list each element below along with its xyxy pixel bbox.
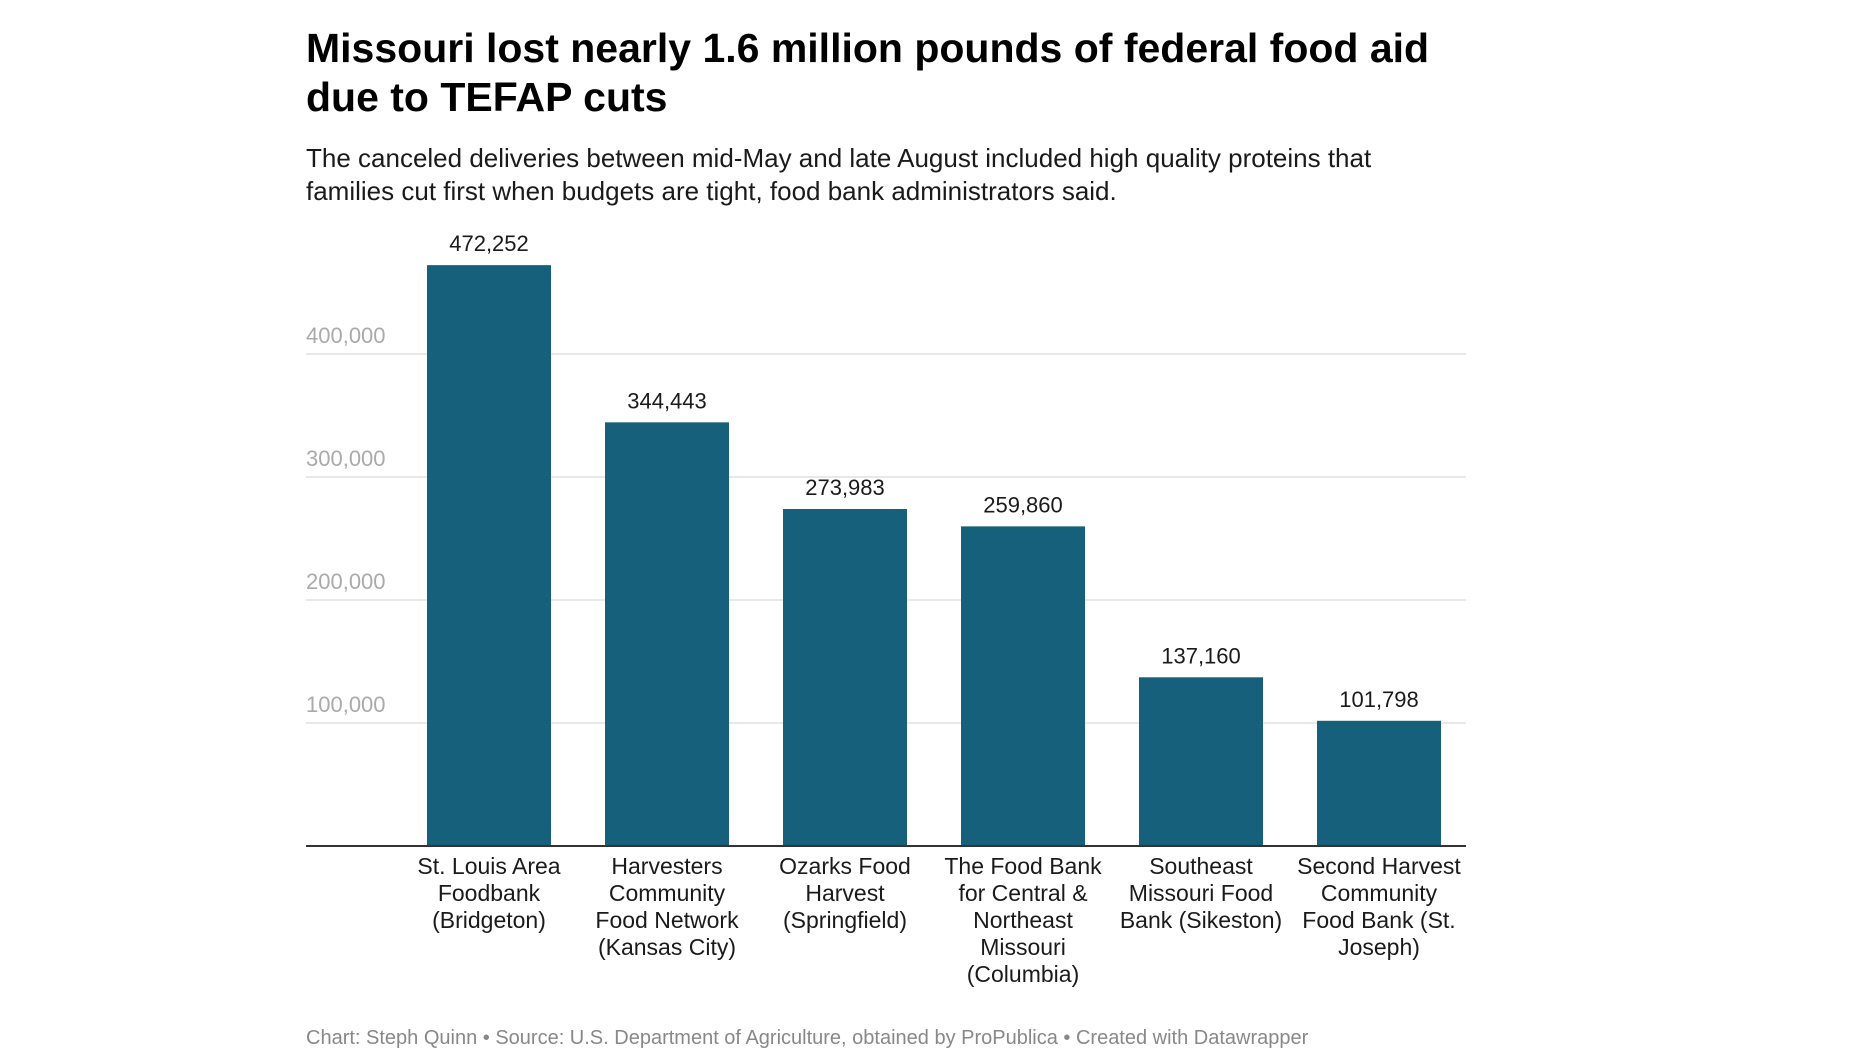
bar-value-label: 472,252 xyxy=(449,231,529,256)
chart-title: Missouri lost nearly 1.6 million pounds … xyxy=(306,25,1430,120)
bar-value-label: 101,798 xyxy=(1339,687,1419,712)
y-tick-label: 100,000 xyxy=(306,692,386,717)
bar-value-label: 344,443 xyxy=(627,388,707,413)
chart-footer: Chart: Steph Quinn • Source: U.S. Depart… xyxy=(306,1027,1309,1049)
bar xyxy=(783,509,907,846)
bar xyxy=(605,422,729,846)
bar xyxy=(961,526,1085,846)
x-category-label: The Food Bank for Central & Northeast Mi… xyxy=(944,853,1102,987)
x-category-label: Ozarks Food Harvest (Springfield) xyxy=(779,853,911,933)
x-category-label: Southeast Missouri Food Bank (Sikeston) xyxy=(1119,853,1283,933)
bar-value-label: 137,160 xyxy=(1161,643,1241,668)
y-tick-label: 300,000 xyxy=(306,446,386,471)
x-category-label: St. Louis Area Foodbank (Bridgeton) xyxy=(417,853,561,933)
bar xyxy=(1139,677,1263,846)
bar xyxy=(427,265,551,847)
x-category-label: Second Harvest Community Food Bank (St. … xyxy=(1297,853,1461,960)
y-tick-label: 200,000 xyxy=(306,569,386,594)
bar-value-label: 259,860 xyxy=(983,492,1063,517)
x-category-label: Harvesters Community Food Network (Kansa… xyxy=(595,853,739,960)
y-tick-label: 400,000 xyxy=(306,323,386,348)
bar-value-label: 273,983 xyxy=(805,475,885,500)
chart-subtitle: The canceled deliveries between mid-May … xyxy=(306,143,1372,206)
bar xyxy=(1317,720,1441,846)
